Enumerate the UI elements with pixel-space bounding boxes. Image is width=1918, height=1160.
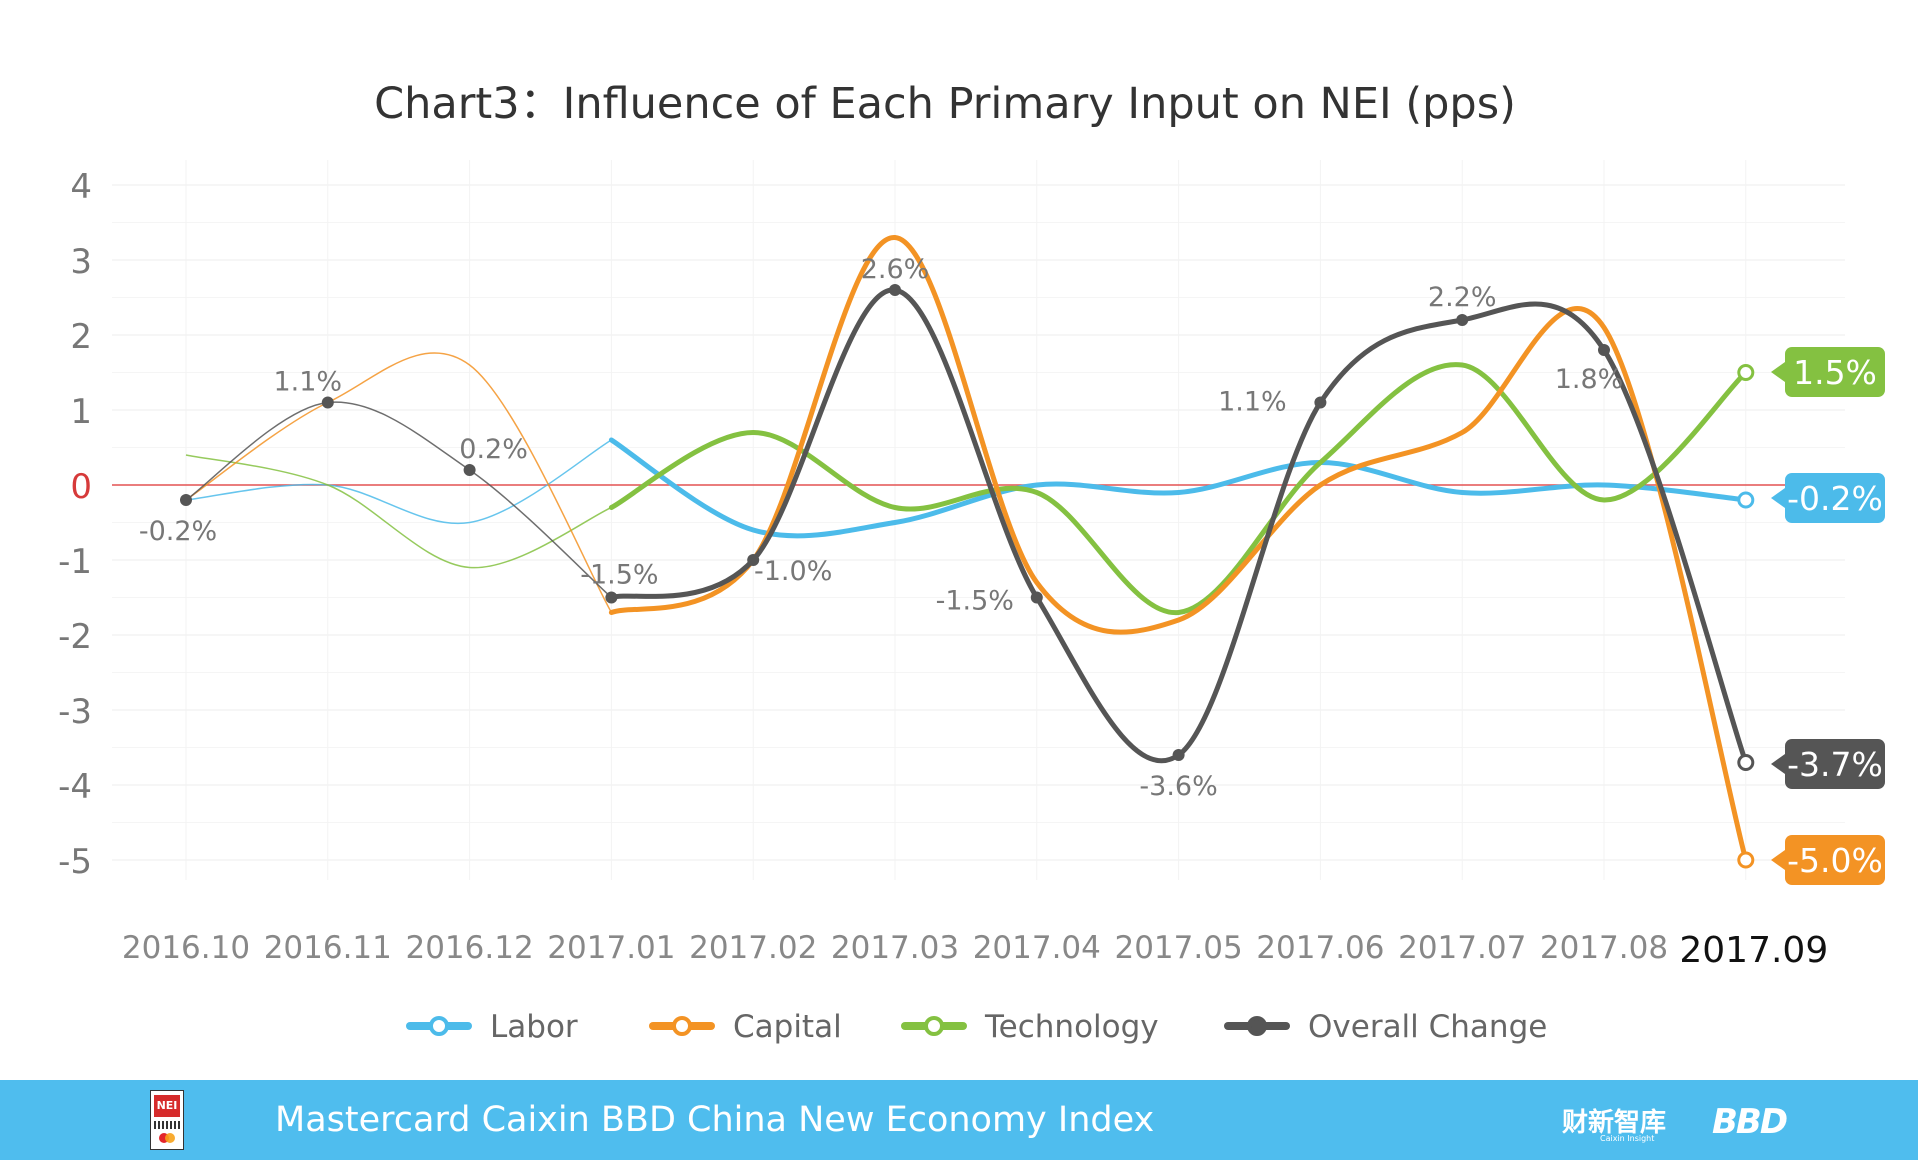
overall-point (747, 554, 760, 566)
overall-point (1030, 591, 1043, 604)
y-tick-label: -3 (58, 692, 92, 732)
caixin-insight-subtitle: Caixin Insight (1600, 1134, 1655, 1143)
data-label: -3.6% (1139, 771, 1217, 802)
end-point-technology (1737, 364, 1755, 381)
overall-point (605, 591, 618, 604)
chart-grid (112, 160, 1845, 880)
nei-logo-text: NEI (154, 1095, 180, 1117)
end-label-text: -5.0% (1787, 841, 1883, 880)
legend-label: Technology (984, 1009, 1159, 1045)
series-line-technology-early (185, 454, 612, 569)
legend-label: Labor (490, 1009, 578, 1045)
x-tick-label: 2016.11 (264, 930, 392, 966)
data-points (180, 284, 1755, 869)
x-tick-label: 2017.06 (1256, 930, 1384, 966)
end-label-box (1785, 835, 1885, 885)
y-tick-label: 2 (70, 317, 92, 357)
bbd-logo: BBD (1712, 1102, 1788, 1142)
data-label: -1.0% (754, 556, 832, 587)
end-label-box (1785, 473, 1885, 523)
end-label-pointer (1771, 362, 1785, 382)
data-label: -1.5% (580, 560, 658, 591)
end-point-labor (1737, 491, 1755, 509)
data-label: -1.5% (936, 586, 1014, 617)
overall-point (1172, 749, 1185, 761)
end-label-text: -0.2% (1787, 479, 1883, 518)
end-label-pointer (1771, 850, 1785, 870)
series-line-capital (608, 234, 1749, 863)
legend: Labor Capital Technology Overall Change (406, 1009, 1547, 1045)
overall-point (1598, 344, 1610, 356)
y-axis: 4 3 2 1 0 -1 -2 -3 -4 -5 (58, 167, 92, 882)
data-label: 1.1% (273, 367, 342, 398)
data-label: 1.8% (1555, 364, 1624, 395)
end-label-text: 1.5% (1793, 353, 1877, 392)
y-tick-label: 4 (70, 167, 92, 207)
end-label-pointer (1771, 754, 1785, 774)
x-tick-label: 2016.12 (405, 930, 533, 966)
x-tick-label: 2017.07 (1398, 930, 1526, 966)
y-tick-label: -1 (58, 542, 92, 582)
x-tick-label: 2017.08 (1540, 930, 1668, 966)
data-label: 1.1% (1218, 387, 1287, 418)
y-tick-label: -2 (58, 617, 92, 657)
legend-label: Capital (733, 1009, 842, 1045)
data-label: 0.2% (459, 434, 528, 465)
series-line-capital-early (185, 352, 613, 613)
end-label-box (1785, 739, 1885, 789)
legend-swatch-marker (1247, 1016, 1267, 1036)
x-tick-label: 2017.04 (973, 930, 1101, 966)
y-tick-label: -4 (58, 767, 92, 807)
series-line-labor (608, 437, 1749, 539)
legend-swatch-marker (429, 1016, 449, 1036)
x-axis: 2016.10 2016.11 2016.12 2017.01 2017.02 2017.… (122, 930, 1828, 971)
nei-logo-barcode (154, 1121, 180, 1129)
overall-point (1314, 396, 1327, 409)
nei-logo: NEI (150, 1090, 184, 1150)
legend-label: Overall Change (1308, 1009, 1547, 1045)
chart-title: Chart3：Influence of Each Primary Input o… (374, 79, 1516, 129)
legend-swatch-marker (924, 1016, 944, 1036)
series-line-technology (608, 362, 1749, 616)
data-labels: -0.2% 1.1% 0.2% -1.5% -1.0% 2.6% -1.5% -3.6% 1.1… (139, 254, 1623, 802)
data-label: 2.6% (861, 254, 930, 285)
x-tick-label: 2017.09 (1679, 930, 1828, 971)
y-tick-label: 3 (70, 242, 92, 282)
series-line-labor-early (185, 439, 612, 525)
end-labels: 1.5% -0.2% -3.7% -5.0% (1771, 347, 1885, 885)
caixin-insight-logo: 财新智库 (1562, 1108, 1667, 1138)
end-label-text: -3.7% (1787, 745, 1883, 784)
x-tick-label: 2017.05 (1114, 930, 1242, 966)
x-tick-label: 2017.01 (547, 930, 675, 966)
end-label-box (1785, 347, 1885, 397)
y-tick-label: -5 (58, 842, 92, 882)
series-lines (185, 234, 1749, 863)
data-label: -0.2% (139, 516, 217, 547)
y-tick-label: 0 (70, 467, 92, 507)
end-label-pointer (1771, 488, 1785, 508)
index-name: Mastercard Caixin BBD China New Economy … (275, 1100, 1155, 1140)
overall-point (180, 494, 192, 506)
overall-point (463, 464, 476, 476)
end-point-overall-change (1737, 754, 1755, 771)
overall-point (1456, 314, 1469, 326)
chart: Chart3：Influence of Each Primary Input o… (58, 79, 1885, 1045)
x-tick-label: 2017.03 (831, 930, 959, 966)
x-tick-label: 2017.02 (689, 930, 817, 966)
y-tick-label: 1 (70, 392, 92, 432)
legend-swatch-marker (672, 1016, 692, 1036)
x-tick-label: 2016.10 (122, 930, 250, 966)
overall-point (321, 396, 334, 409)
overall-point (889, 284, 901, 296)
footer-bar: NEI Mastercard Caixin BBD China New Econ… (0, 1080, 1918, 1160)
mastercard-icon (159, 1133, 175, 1145)
end-point-capital (1737, 851, 1755, 869)
series-line-overall-change-early (185, 401, 612, 599)
data-label: 2.2% (1428, 282, 1497, 313)
